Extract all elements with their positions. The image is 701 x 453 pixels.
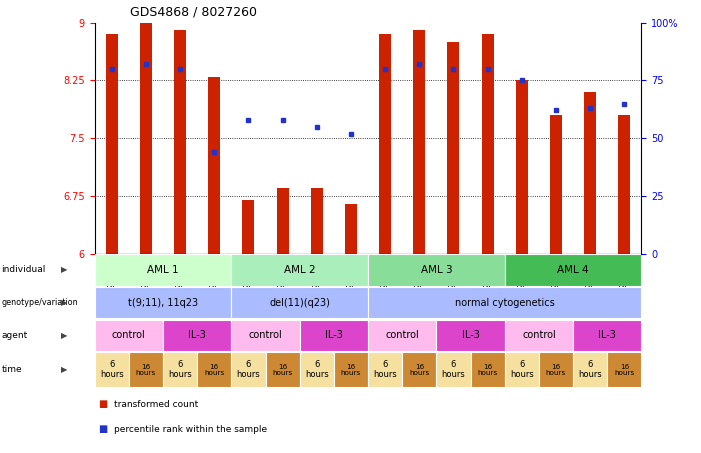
Bar bbox=[414, 30, 426, 254]
Bar bbox=[345, 203, 357, 254]
Bar bbox=[174, 30, 186, 254]
Bar bbox=[95, 287, 231, 318]
Bar bbox=[516, 81, 528, 254]
Text: 16
hours: 16 hours bbox=[341, 364, 361, 376]
Bar bbox=[368, 352, 402, 387]
Text: time: time bbox=[1, 365, 22, 374]
Text: ▶: ▶ bbox=[61, 365, 67, 374]
Bar bbox=[95, 319, 163, 351]
Text: ▶: ▶ bbox=[61, 265, 67, 275]
Text: t(9;11), 11q23: t(9;11), 11q23 bbox=[128, 298, 198, 308]
Text: 6
hours: 6 hours bbox=[100, 361, 123, 379]
Bar bbox=[584, 92, 596, 254]
Bar bbox=[573, 319, 641, 351]
Bar bbox=[505, 319, 573, 351]
Text: 6
hours: 6 hours bbox=[305, 361, 329, 379]
Bar bbox=[231, 254, 368, 286]
Text: 16
hours: 16 hours bbox=[409, 364, 430, 376]
Bar bbox=[447, 42, 459, 254]
Text: ■: ■ bbox=[98, 400, 107, 410]
Bar bbox=[618, 115, 630, 254]
Text: IL-3: IL-3 bbox=[599, 330, 616, 340]
Bar bbox=[243, 200, 254, 254]
Text: del(11)(q23): del(11)(q23) bbox=[269, 298, 330, 308]
Text: normal cytogenetics: normal cytogenetics bbox=[455, 298, 554, 308]
Text: control: control bbox=[386, 330, 419, 340]
Bar bbox=[311, 188, 322, 254]
Text: 6
hours: 6 hours bbox=[442, 361, 465, 379]
Bar bbox=[106, 34, 118, 254]
Text: ▶: ▶ bbox=[61, 298, 67, 307]
Bar bbox=[379, 34, 391, 254]
Text: AML 3: AML 3 bbox=[421, 265, 452, 275]
Text: percentile rank within the sample: percentile rank within the sample bbox=[114, 425, 267, 434]
Text: 6
hours: 6 hours bbox=[578, 361, 602, 379]
Bar bbox=[231, 287, 368, 318]
Bar bbox=[300, 352, 334, 387]
Text: control: control bbox=[249, 330, 283, 340]
Text: 16
hours: 16 hours bbox=[204, 364, 224, 376]
Bar bbox=[266, 352, 300, 387]
Bar bbox=[129, 352, 163, 387]
Bar bbox=[505, 352, 539, 387]
Bar bbox=[470, 352, 505, 387]
Bar bbox=[231, 352, 266, 387]
Text: 16
hours: 16 hours bbox=[614, 364, 634, 376]
Bar bbox=[482, 34, 494, 254]
Bar bbox=[163, 319, 231, 351]
Bar bbox=[208, 77, 220, 254]
Bar bbox=[368, 254, 505, 286]
Bar bbox=[573, 352, 607, 387]
Bar bbox=[539, 352, 573, 387]
Bar bbox=[436, 319, 505, 351]
Text: genotype/variation: genotype/variation bbox=[1, 298, 78, 307]
Text: IL-3: IL-3 bbox=[189, 330, 206, 340]
Bar bbox=[277, 188, 289, 254]
Text: AML 1: AML 1 bbox=[147, 265, 179, 275]
Text: 6
hours: 6 hours bbox=[510, 361, 533, 379]
Text: agent: agent bbox=[1, 331, 27, 340]
Bar bbox=[550, 115, 562, 254]
Bar bbox=[163, 352, 197, 387]
Text: 16
hours: 16 hours bbox=[546, 364, 566, 376]
Text: ▶: ▶ bbox=[61, 331, 67, 340]
Text: 6
hours: 6 hours bbox=[373, 361, 397, 379]
Bar bbox=[231, 319, 300, 351]
Text: 16
hours: 16 hours bbox=[136, 364, 156, 376]
Text: control: control bbox=[522, 330, 556, 340]
Text: control: control bbox=[112, 330, 146, 340]
Text: IL-3: IL-3 bbox=[462, 330, 479, 340]
Text: transformed count: transformed count bbox=[114, 400, 198, 410]
Text: GDS4868 / 8027260: GDS4868 / 8027260 bbox=[130, 5, 257, 18]
Text: IL-3: IL-3 bbox=[325, 330, 343, 340]
Bar bbox=[505, 254, 641, 286]
Bar bbox=[334, 352, 368, 387]
Bar bbox=[436, 352, 470, 387]
Text: 16
hours: 16 hours bbox=[477, 364, 498, 376]
Text: 6
hours: 6 hours bbox=[168, 361, 192, 379]
Bar bbox=[402, 352, 436, 387]
Text: 6
hours: 6 hours bbox=[236, 361, 260, 379]
Bar bbox=[368, 319, 436, 351]
Text: AML 2: AML 2 bbox=[284, 265, 315, 275]
Bar bbox=[140, 23, 152, 254]
Text: individual: individual bbox=[1, 265, 46, 275]
Bar bbox=[95, 352, 129, 387]
Bar bbox=[607, 352, 641, 387]
Text: AML 4: AML 4 bbox=[557, 265, 589, 275]
Bar bbox=[95, 254, 231, 286]
Text: 16
hours: 16 hours bbox=[273, 364, 293, 376]
Text: ■: ■ bbox=[98, 424, 107, 434]
Bar bbox=[368, 287, 641, 318]
Bar bbox=[300, 319, 368, 351]
Bar bbox=[197, 352, 231, 387]
